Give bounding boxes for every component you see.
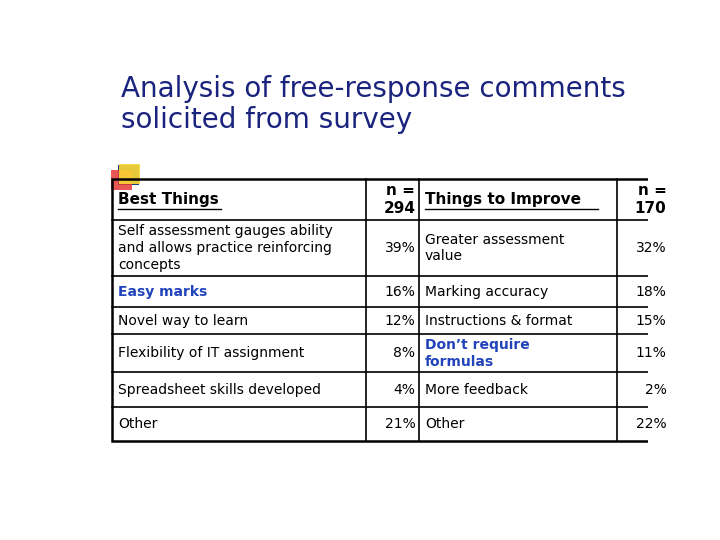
Text: Greater assessment
value: Greater assessment value: [425, 233, 564, 264]
Text: Spreadsheet skills developed: Spreadsheet skills developed: [118, 382, 321, 396]
FancyBboxPatch shape: [111, 171, 132, 191]
Text: 8%: 8%: [393, 346, 415, 360]
Text: Things to Improve: Things to Improve: [425, 192, 581, 207]
Text: Flexibility of IT assignment: Flexibility of IT assignment: [118, 346, 304, 360]
Text: Easy marks: Easy marks: [118, 285, 207, 299]
FancyBboxPatch shape: [118, 165, 139, 185]
Text: 11%: 11%: [636, 346, 667, 360]
Text: 16%: 16%: [384, 285, 415, 299]
Text: Analysis of free-response comments
solicited from survey: Analysis of free-response comments solic…: [121, 75, 626, 134]
Text: Self assessment gauges ability
and allows practice reinforcing
concepts: Self assessment gauges ability and allow…: [118, 224, 333, 272]
Text: Novel way to learn: Novel way to learn: [118, 314, 248, 328]
Text: 32%: 32%: [636, 241, 667, 255]
Text: Best Things: Best Things: [118, 192, 219, 207]
Bar: [112, 179, 670, 441]
Text: 39%: 39%: [384, 241, 415, 255]
Text: n =
294: n = 294: [383, 183, 415, 216]
Text: 18%: 18%: [636, 285, 667, 299]
Text: 22%: 22%: [636, 417, 667, 430]
Text: Other: Other: [425, 417, 464, 430]
Text: 4%: 4%: [393, 382, 415, 396]
Text: 21%: 21%: [384, 417, 415, 430]
Text: n =
170: n = 170: [634, 183, 667, 216]
FancyBboxPatch shape: [119, 164, 140, 184]
Text: More feedback: More feedback: [425, 382, 528, 396]
Text: Other: Other: [118, 417, 157, 430]
Text: 12%: 12%: [384, 314, 415, 328]
Text: 2%: 2%: [644, 382, 667, 396]
Text: Instructions & format: Instructions & format: [425, 314, 572, 328]
Text: 15%: 15%: [636, 314, 667, 328]
Text: Marking accuracy: Marking accuracy: [425, 285, 548, 299]
Text: Don’t require
formulas: Don’t require formulas: [425, 338, 529, 369]
